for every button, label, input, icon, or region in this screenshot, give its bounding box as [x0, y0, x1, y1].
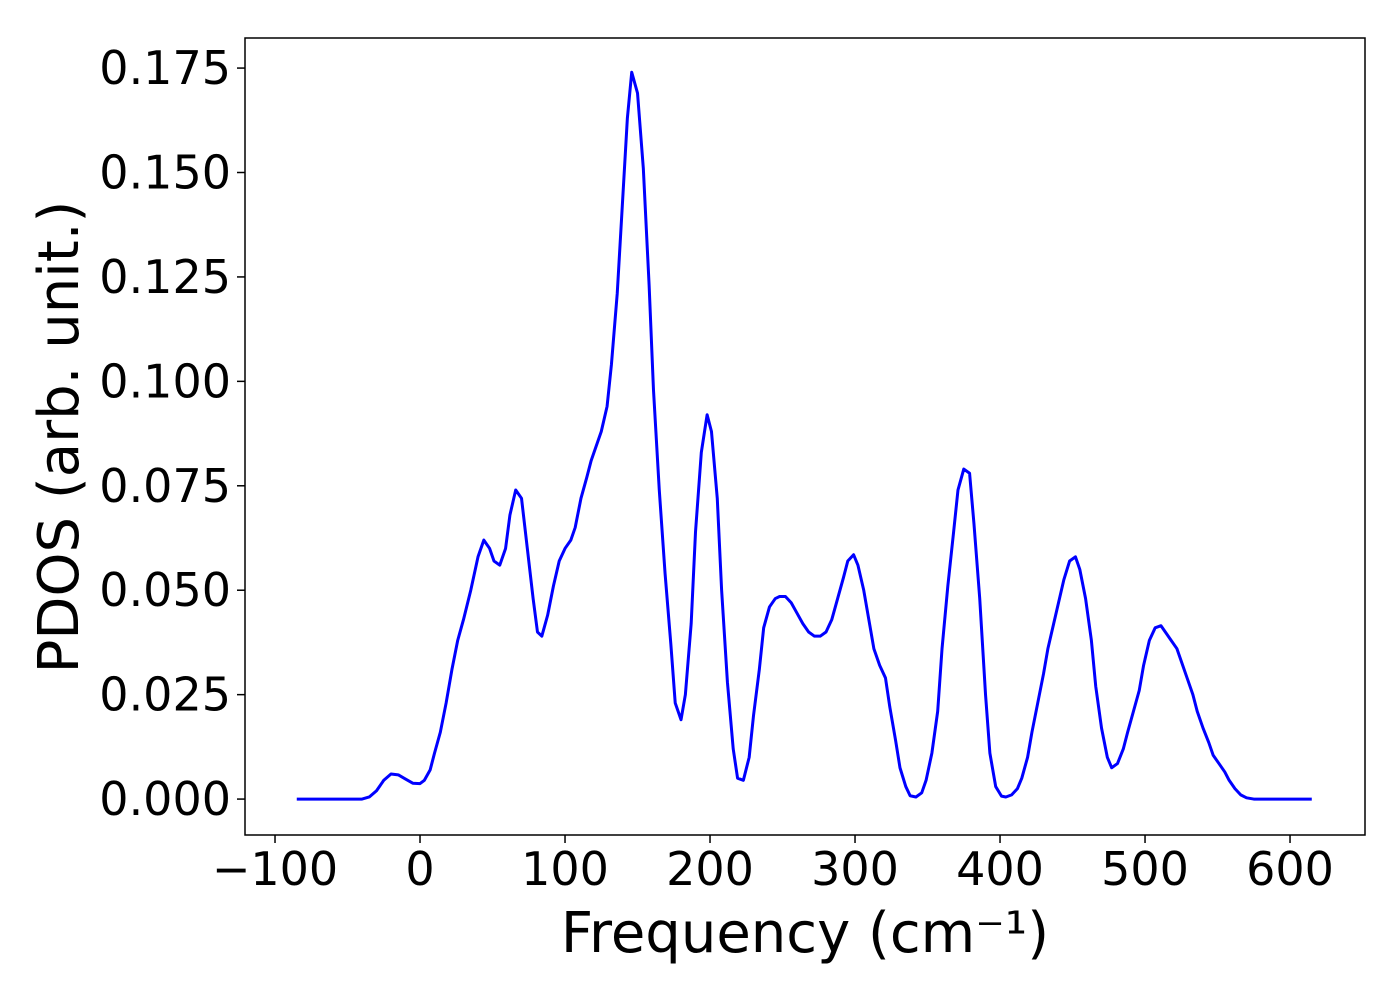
plot-frame	[244, 37, 1366, 836]
y-tick-label: 0.025	[99, 668, 231, 722]
y-tick-label: 0.050	[99, 563, 231, 617]
x-tick-label: 200	[666, 842, 754, 896]
x-tick-label: 400	[956, 842, 1044, 896]
x-tick-label: −100	[212, 842, 338, 896]
y-tick-label: 0.175	[99, 41, 231, 95]
x-axis-label: Frequency (cm⁻¹)	[561, 901, 1049, 966]
x-tick-label: 100	[521, 842, 609, 896]
y-tick-label: 0.150	[99, 146, 231, 200]
x-tick-label: 0	[405, 842, 434, 896]
y-tick-label: 0.100	[99, 354, 231, 408]
y-tick-label: 0.075	[99, 459, 231, 513]
y-axis-label: PDOS (arb. unit.)	[27, 201, 92, 674]
pdos-line	[296, 70, 1312, 801]
x-tick-label: 600	[1246, 842, 1334, 896]
x-tick-label: 500	[1101, 842, 1189, 896]
y-tick-label: 0.125	[99, 250, 231, 304]
x-tick-label: 300	[811, 842, 899, 896]
y-tick-label: 0.000	[99, 772, 231, 826]
